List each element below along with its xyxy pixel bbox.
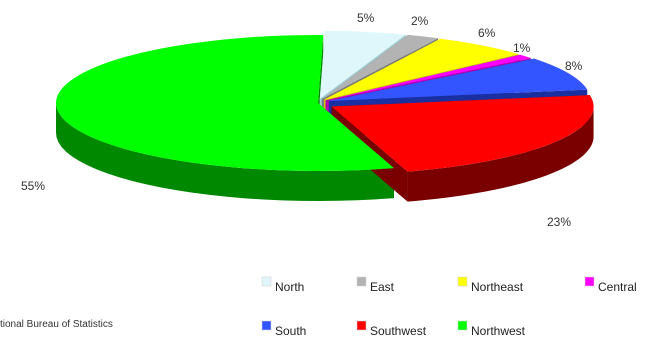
source-note: tional Bureau of Statistics [0,319,113,330]
slice-north [319,30,406,99]
slice-side-northwest [56,102,394,201]
slice-south [328,58,588,101]
slice-label-northeast: 6% [478,26,496,40]
legend-label-north: North [275,280,304,294]
legend-label-central: Central [598,280,637,294]
legend-label-southwest: Southwest [370,324,427,338]
slice-northwest [55,35,394,172]
legend-swatch-south [261,320,272,331]
legend-label-northeast: Northeast [471,280,524,294]
legend-swatch-north [261,276,272,287]
slice-east [321,34,439,100]
pie-slices [55,30,594,202]
slice-northeast [324,38,519,100]
legend-swatch-southwest [356,320,367,331]
legend-swatch-northwest [457,320,468,331]
slice-label-south: 8% [565,59,583,73]
legend-label-northwest: Northwest [471,324,526,338]
slice-label-central: 1% [513,41,531,55]
slice-label-north: 5% [357,11,375,25]
slice-label-southwest: 23% [547,215,571,229]
slice-central [325,54,531,101]
legend-label-east: East [370,280,395,294]
legend-label-south: South [275,324,306,338]
legend-swatch-northeast [457,276,468,287]
slice-side-southwest [407,105,594,202]
slice-label-east: 2% [411,14,429,28]
slice-southwest [331,95,594,172]
legend-swatch-central [584,276,595,287]
legend: North East Northeast Central South Southwest N… [261,276,637,338]
slice-label-northwest: 55% [21,179,45,193]
pie-labels: 5% 2% 6% 1% 8% 23% 55% [21,11,583,229]
legend-swatch-east [356,276,367,287]
